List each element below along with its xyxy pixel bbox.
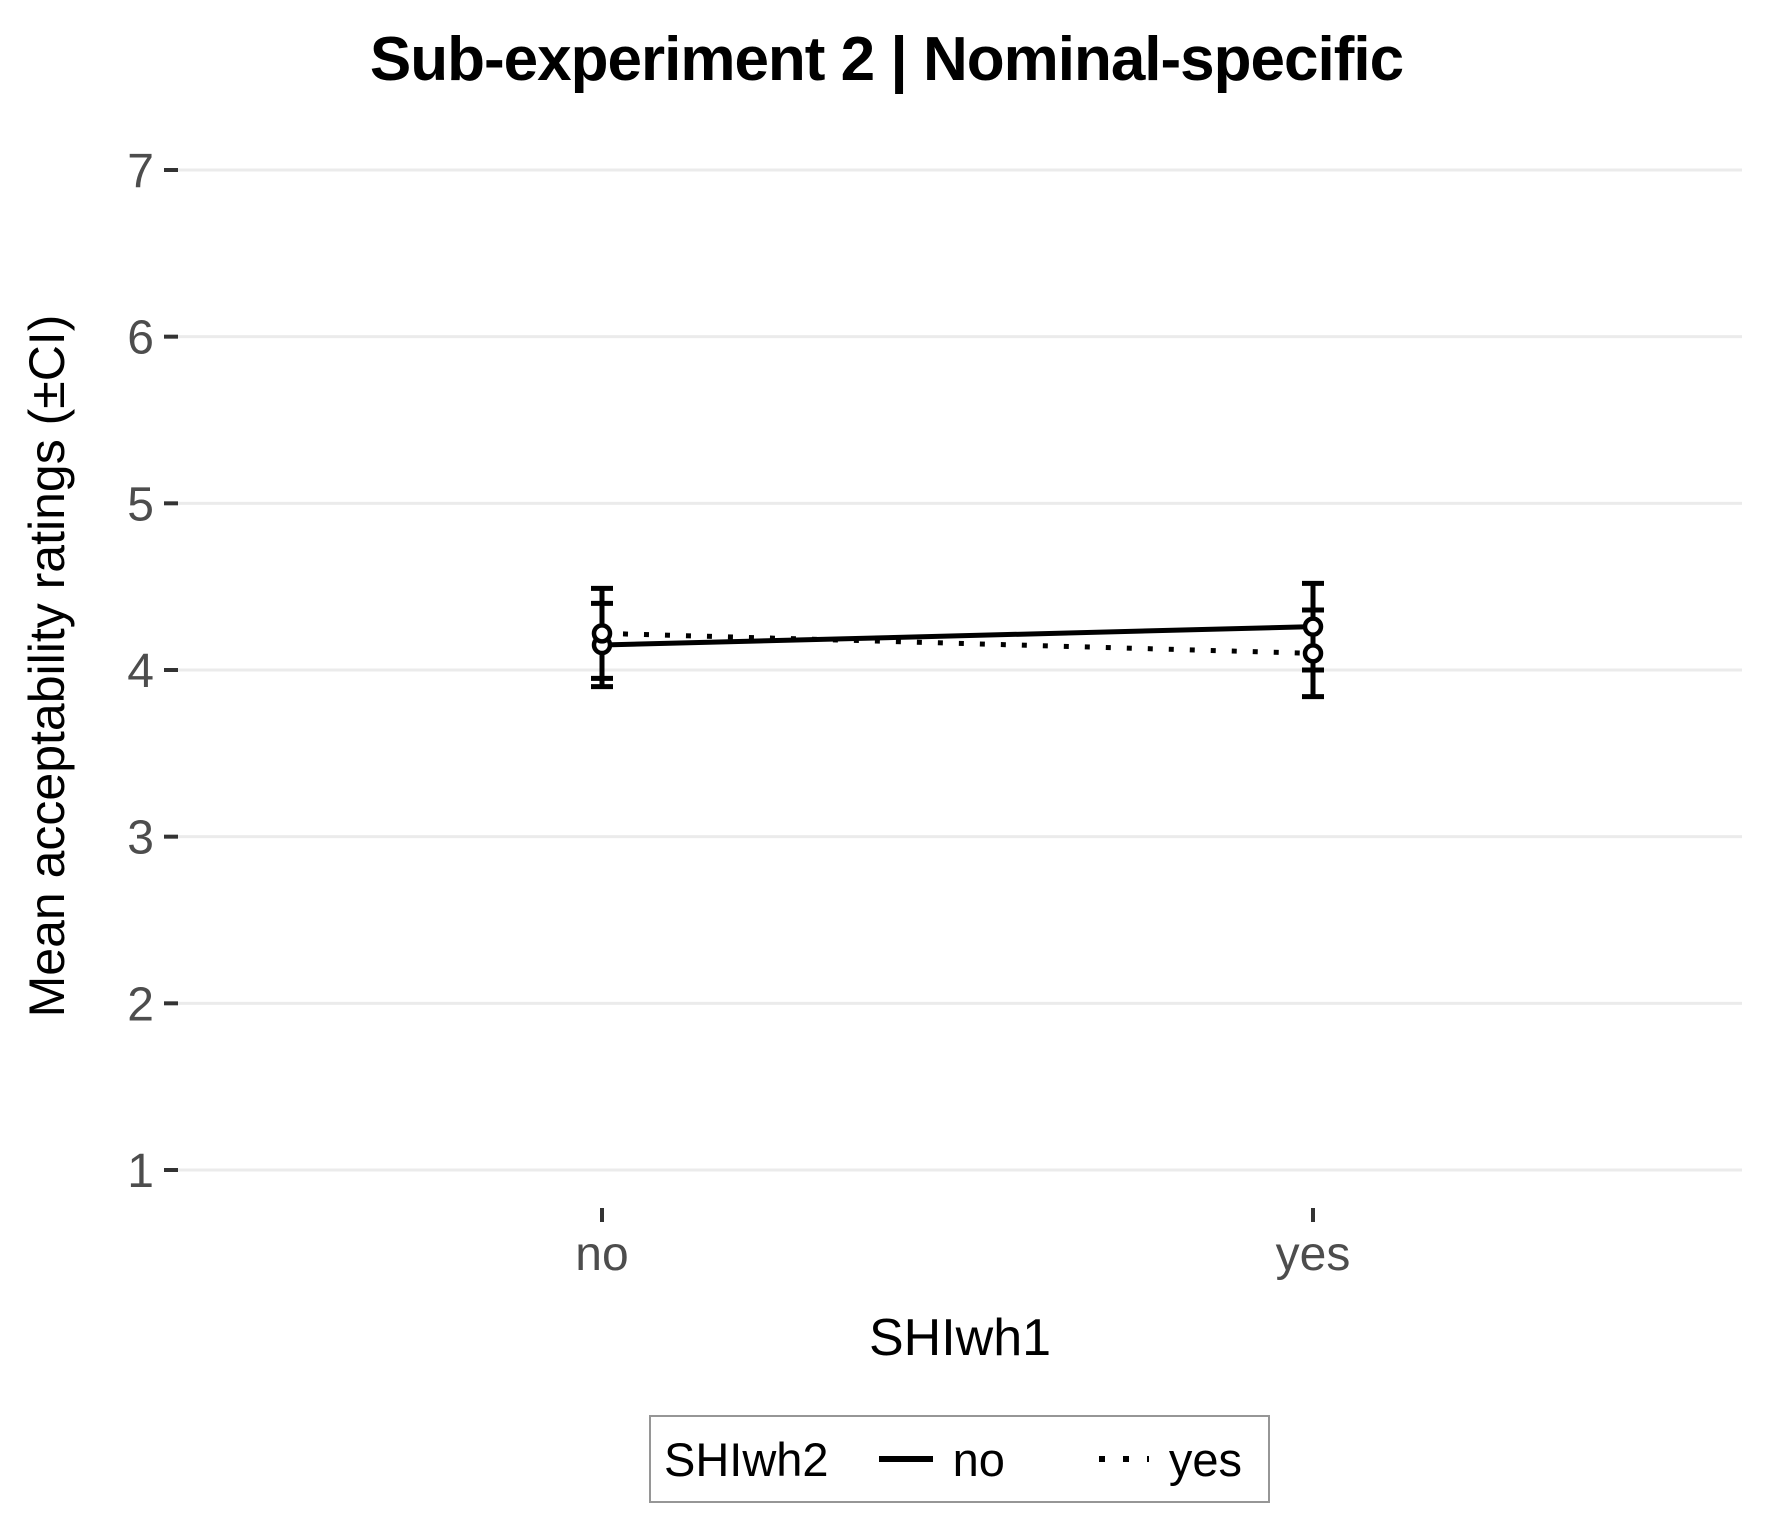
data-point-yes-no — [591, 623, 613, 644]
y-tick-label: 5 — [127, 478, 154, 531]
series-line-yes — [601, 630, 1314, 656]
x-axis-title: SHIwh1 — [868, 1309, 1052, 1367]
legend-entry-label-no: no — [952, 1432, 1005, 1486]
y-tick-label: 1 — [127, 1145, 154, 1198]
x-tick-label: no — [575, 1228, 628, 1281]
data-point-no-yes — [1302, 616, 1324, 637]
y-tick-label: 7 — [127, 145, 154, 198]
series-line-no — [601, 624, 1314, 648]
y-tick-label: 2 — [127, 978, 154, 1031]
y-tick-label: 3 — [127, 812, 154, 865]
legend-title: SHIwh2 — [664, 1432, 829, 1486]
y-tick-label: 4 — [127, 645, 154, 698]
y-tick-label: 6 — [127, 312, 154, 365]
legend-dotted-line-icon — [1098, 1456, 1149, 1462]
legend-solid-line-icon — [878, 1456, 933, 1462]
x-tick-label: yes — [1276, 1228, 1351, 1281]
chart-title: Sub-experiment 2 | Nominal-specific — [369, 25, 1404, 94]
legend-entry-label-yes: yes — [1168, 1432, 1242, 1486]
data-point-yes-yes — [1302, 643, 1324, 664]
legend-box: SHIwh2 no yes — [649, 1415, 1270, 1503]
